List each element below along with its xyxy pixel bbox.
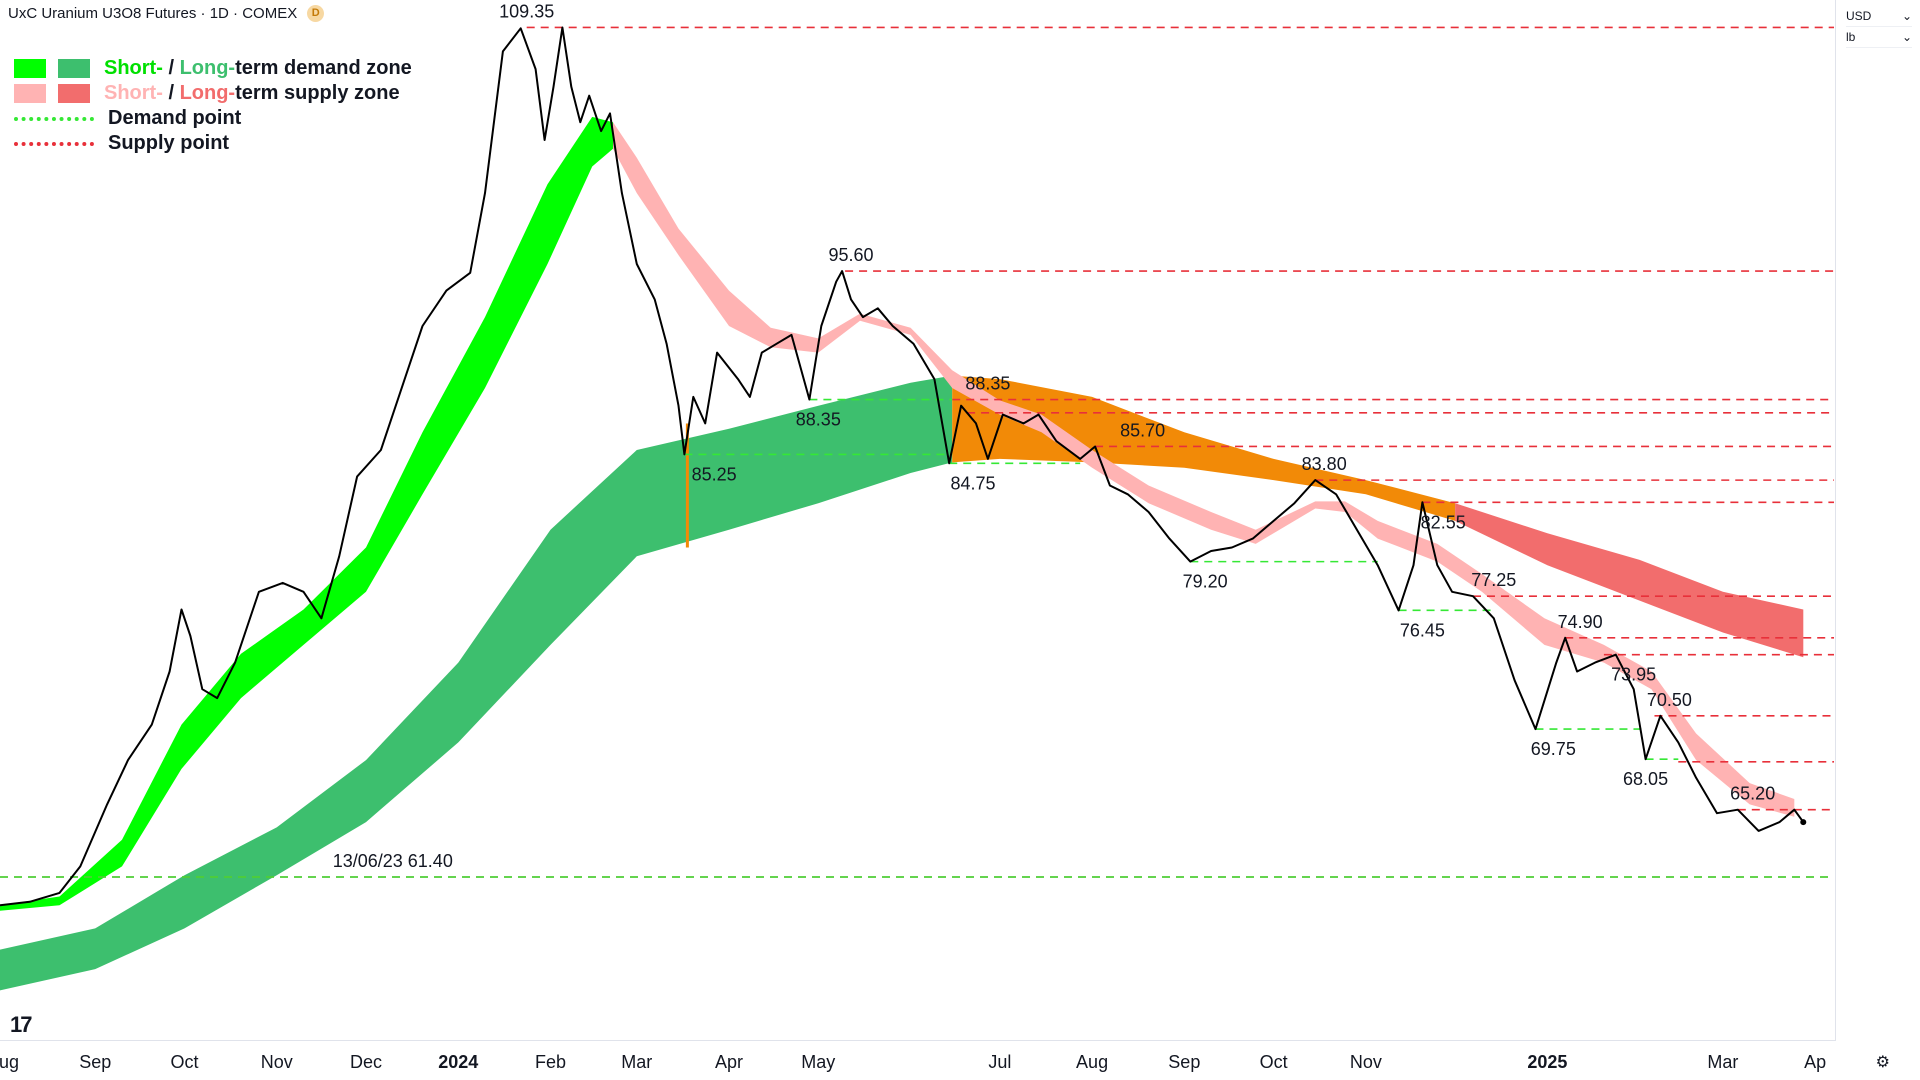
demand-point-swatch [14, 116, 94, 121]
price-line [0, 26, 1805, 907]
long-demand-swatch [58, 59, 90, 78]
legend-supply-short: Short- [104, 82, 163, 104]
tradingview-logo-icon[interactable]: 17 [10, 1012, 33, 1037]
legend-supply-zone: Short- / Long- term supply zone [14, 81, 412, 106]
long-term-demand-zone [0, 375, 953, 991]
x-tick-label: Aug [0, 1052, 19, 1072]
x-tick-label: Mar [621, 1052, 652, 1072]
legend-supply-rest: term supply zone [235, 82, 400, 104]
legend-demand-point-label: Demand point [108, 107, 242, 129]
x-tick-label: Dec [350, 1052, 382, 1072]
price-annotation: 79.20 [1183, 572, 1228, 592]
x-tick-label: May [801, 1052, 835, 1072]
price-annotation: 84.75 [951, 473, 996, 493]
legend-demand-sep: / [162, 57, 180, 79]
point-lines-layer [0, 26, 1834, 878]
price-annotation: 77.25 [1471, 570, 1516, 590]
x-tick-label: Nov [261, 1052, 293, 1072]
annotations-layer: 109.35 95.60 88.35 88.35 85.25 84.75 85.70 83.8… [333, 1, 1775, 871]
x-tick-label: Aug [1076, 1052, 1108, 1072]
price-annotation: 74.90 [1558, 612, 1603, 632]
price-annotation: 82.55 [1421, 512, 1466, 532]
settings-icon[interactable]: ⚙ [1875, 1054, 1890, 1071]
chevron-down-icon: ⌄ [1901, 30, 1912, 44]
price-annotation: 109.35 [499, 1, 554, 21]
short-supply-swatch [14, 84, 46, 103]
short-term-demand-zone [0, 116, 613, 911]
legend: Short- / Long- term demand zone Short- /… [14, 56, 412, 156]
legend-demand-zone: Short- / Long- term demand zone [14, 56, 412, 81]
legend-supply-sep: / [162, 82, 180, 104]
long-term-conflict-zone [952, 375, 1456, 521]
price-annotation: 85.70 [1120, 420, 1165, 440]
zones-layer [0, 116, 1804, 991]
x-tick-label: Sep [1168, 1052, 1200, 1072]
price-axis[interactable]: USD ⌄ lb ⌄ [1835, 0, 1920, 1040]
legend-demand-point: Demand point [14, 106, 412, 131]
chevron-down-icon: ⌄ [1901, 9, 1912, 23]
x-tick-label: 2025 [1527, 1052, 1567, 1072]
short-demand-swatch [14, 59, 46, 78]
time-axis-border [0, 1040, 1836, 1041]
price-annotation: 85.25 [692, 464, 737, 484]
delayed-badge-icon[interactable]: D [307, 5, 325, 22]
x-tick-label: Jul [988, 1052, 1011, 1072]
title-text: UxC Uranium U3O8 Futures · 1D · COMEX [8, 5, 298, 22]
long-term-supply-zone [1455, 503, 1804, 658]
x-tick-label: 2024 [438, 1052, 478, 1072]
last-price-dot [1800, 819, 1807, 826]
price-annotation: 88.35 [796, 410, 841, 430]
x-tick-label: Feb [535, 1052, 566, 1072]
x-tick-label: Oct [1260, 1052, 1288, 1072]
price-annotation: 88.35 [965, 374, 1010, 394]
currency-selector[interactable]: USD ⌄ lb ⌄ [1846, 6, 1912, 48]
price-annotation: 68.05 [1623, 769, 1668, 789]
x-tick-label: Apr [715, 1052, 743, 1072]
legend-supply-point: Supply point [14, 131, 412, 156]
price-annotation: 70.50 [1647, 690, 1692, 710]
price-layer [0, 26, 1807, 907]
x-tick-label: Nov [1350, 1052, 1382, 1072]
price-annotation: 69.75 [1531, 739, 1576, 759]
price-annotation: 83.80 [1302, 454, 1347, 474]
x-tick-label: Mar [1707, 1052, 1738, 1072]
currency-label: USD [1846, 9, 1872, 23]
currency-dropdown[interactable]: USD ⌄ [1846, 6, 1912, 27]
price-annotation: 73.95 [1611, 665, 1656, 685]
price-annotation: 65.20 [1730, 784, 1775, 804]
x-tick-label: Ap [1804, 1052, 1826, 1072]
unit-label: lb [1846, 30, 1856, 44]
legend-supply-point-label: Supply point [108, 132, 230, 154]
price-annotation: 13/06/23 61.40 [333, 851, 453, 871]
x-tick-label: Oct [170, 1052, 198, 1072]
unit-dropdown[interactable]: lb ⌄ [1846, 27, 1912, 48]
long-supply-swatch [58, 84, 90, 103]
legend-demand-rest: term demand zone [235, 57, 412, 79]
price-annotation: 76.45 [1400, 620, 1445, 640]
x-tick-label: Sep [79, 1052, 111, 1072]
chart-title: UxC Uranium U3O8 Futures · 1D · COMEX D [8, 5, 325, 22]
legend-demand-long: Long- [179, 57, 236, 79]
legend-demand-short: Short- [104, 57, 163, 79]
x-axis-ticks: Aug Sep Oct Nov Dec 2024 Feb Mar Apr May Jul Aug Sep… [0, 1052, 1826, 1072]
legend-supply-long: Long- [179, 82, 236, 104]
supply-point-swatch [14, 141, 94, 146]
price-annotation: 95.60 [829, 245, 874, 265]
